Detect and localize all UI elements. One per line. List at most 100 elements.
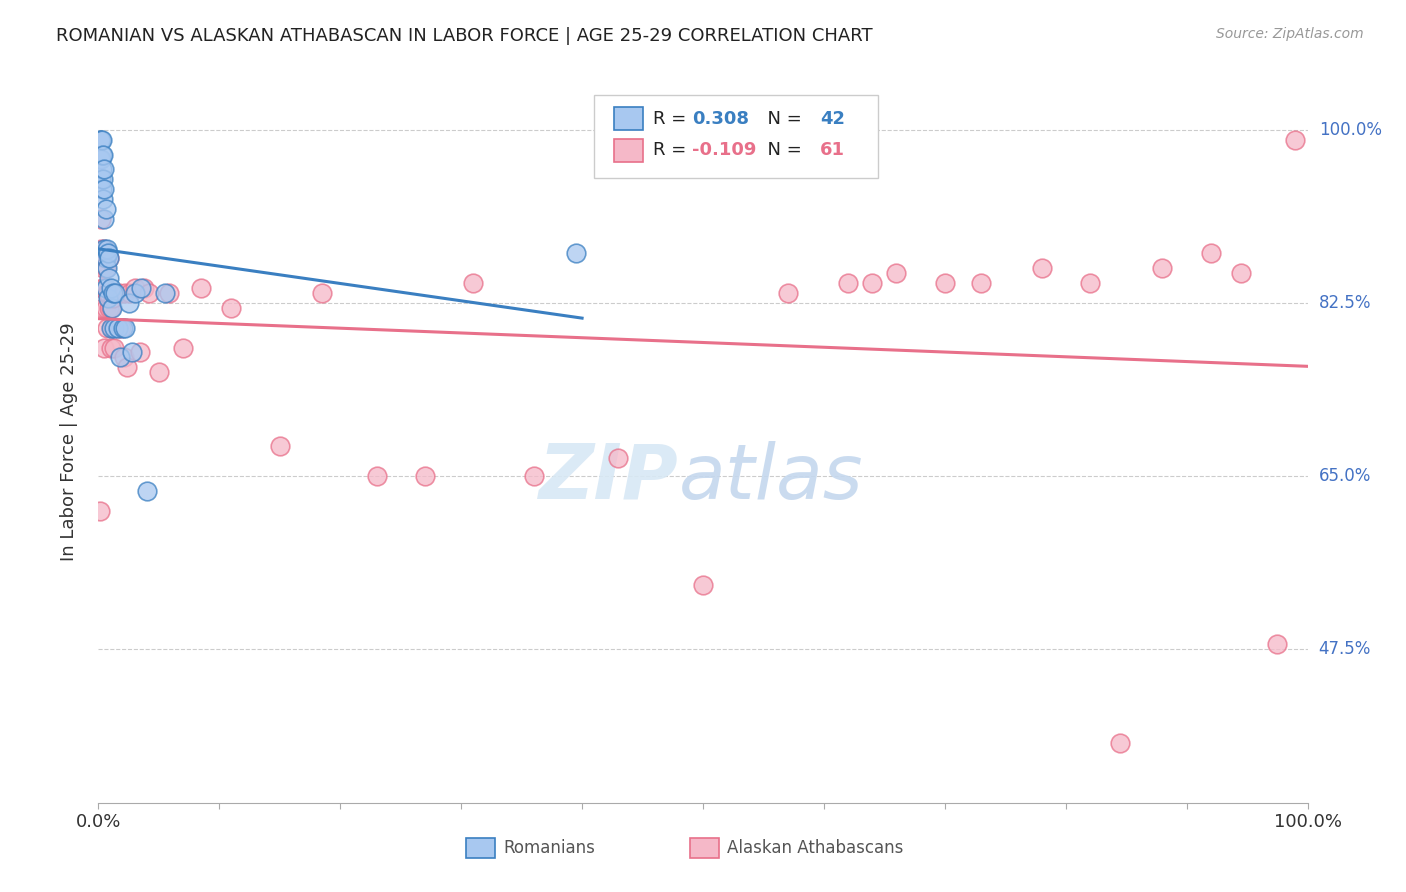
Point [135,483,157,498]
Point [93,162,115,177]
Point [101,291,124,305]
Text: 47.5%: 47.5% [1319,640,1371,658]
Text: 42: 42 [820,110,845,128]
Point [91,147,114,161]
Point [107,320,129,334]
Point [1199,246,1222,260]
Point [107,320,129,334]
Point [148,365,170,379]
Point [100,301,122,315]
Point [94,281,117,295]
Text: 100.0%: 100.0% [1319,120,1382,139]
FancyBboxPatch shape [690,838,718,858]
Point [96,286,118,301]
Point [98,301,121,315]
Point [311,286,333,301]
Text: -0.109: -0.109 [692,141,756,160]
Point [565,246,588,260]
Point [93,281,115,295]
Point [93,242,115,256]
Y-axis label: In Labor Force | Age 25-29: In Labor Force | Age 25-29 [59,322,77,561]
Point [692,578,714,592]
Point [124,281,146,295]
Point [104,286,127,301]
Point [91,172,114,186]
Point [100,341,122,355]
Point [93,182,115,196]
Point [138,286,160,301]
Point [134,281,156,295]
Point [98,271,121,285]
Point [112,351,135,365]
Point [91,252,114,266]
Point [93,242,115,256]
Point [776,286,799,301]
Point [91,182,114,196]
Point [91,162,114,177]
Text: 82.5%: 82.5% [1319,294,1371,312]
Point [114,286,136,301]
Text: Source: ZipAtlas.com: Source: ZipAtlas.com [1216,27,1364,41]
Point [91,133,114,147]
Point [90,172,112,186]
Point [111,320,134,334]
Point [1230,266,1253,280]
Point [463,276,485,290]
FancyBboxPatch shape [613,107,643,130]
Point [93,341,115,355]
Point [104,286,127,301]
Point [97,246,120,260]
Point [94,301,117,315]
Point [91,261,114,276]
Point [886,266,908,280]
Text: 65.0%: 65.0% [1319,467,1371,485]
Text: ROMANIAN VS ALASKAN ATHABASCAN IN LABOR FORCE | AGE 25-29 CORRELATION CHART: ROMANIAN VS ALASKAN ATHABASCAN IN LABOR … [56,27,873,45]
Text: atlas: atlas [679,441,863,515]
Point [1109,736,1132,750]
Point [90,242,112,256]
Point [91,281,114,295]
FancyBboxPatch shape [613,139,643,162]
Text: 0.308: 0.308 [692,110,749,128]
Point [114,320,136,334]
Point [110,320,132,334]
Point [1078,276,1101,290]
Point [96,242,118,256]
Point [934,276,956,290]
Point [96,261,118,276]
Text: ZIP: ZIP [538,441,679,515]
Point [970,276,993,290]
Point [1031,261,1053,276]
FancyBboxPatch shape [595,95,879,178]
Point [124,286,146,301]
Point [90,153,112,167]
Point [129,281,152,295]
Text: Alaskan Athabascans: Alaskan Athabascans [727,839,904,857]
FancyBboxPatch shape [465,838,495,858]
Point [97,291,120,305]
Point [860,276,883,290]
Point [91,301,114,315]
Point [103,320,125,334]
Point [1152,261,1174,276]
Point [98,252,121,266]
Point [89,504,111,518]
Point [90,133,112,147]
Point [128,345,150,359]
Text: R =: R = [654,141,692,160]
Text: 61: 61 [820,141,845,160]
Point [94,261,117,276]
Point [94,252,117,266]
Point [103,341,125,355]
Text: Romanians: Romanians [503,839,595,857]
Text: R =: R = [654,110,692,128]
Point [117,360,139,375]
Point [190,281,212,295]
Point [100,320,122,334]
Point [98,252,121,266]
Point [523,469,546,483]
Point [108,351,131,365]
Point [413,469,436,483]
Point [89,133,111,147]
Point [121,345,143,359]
